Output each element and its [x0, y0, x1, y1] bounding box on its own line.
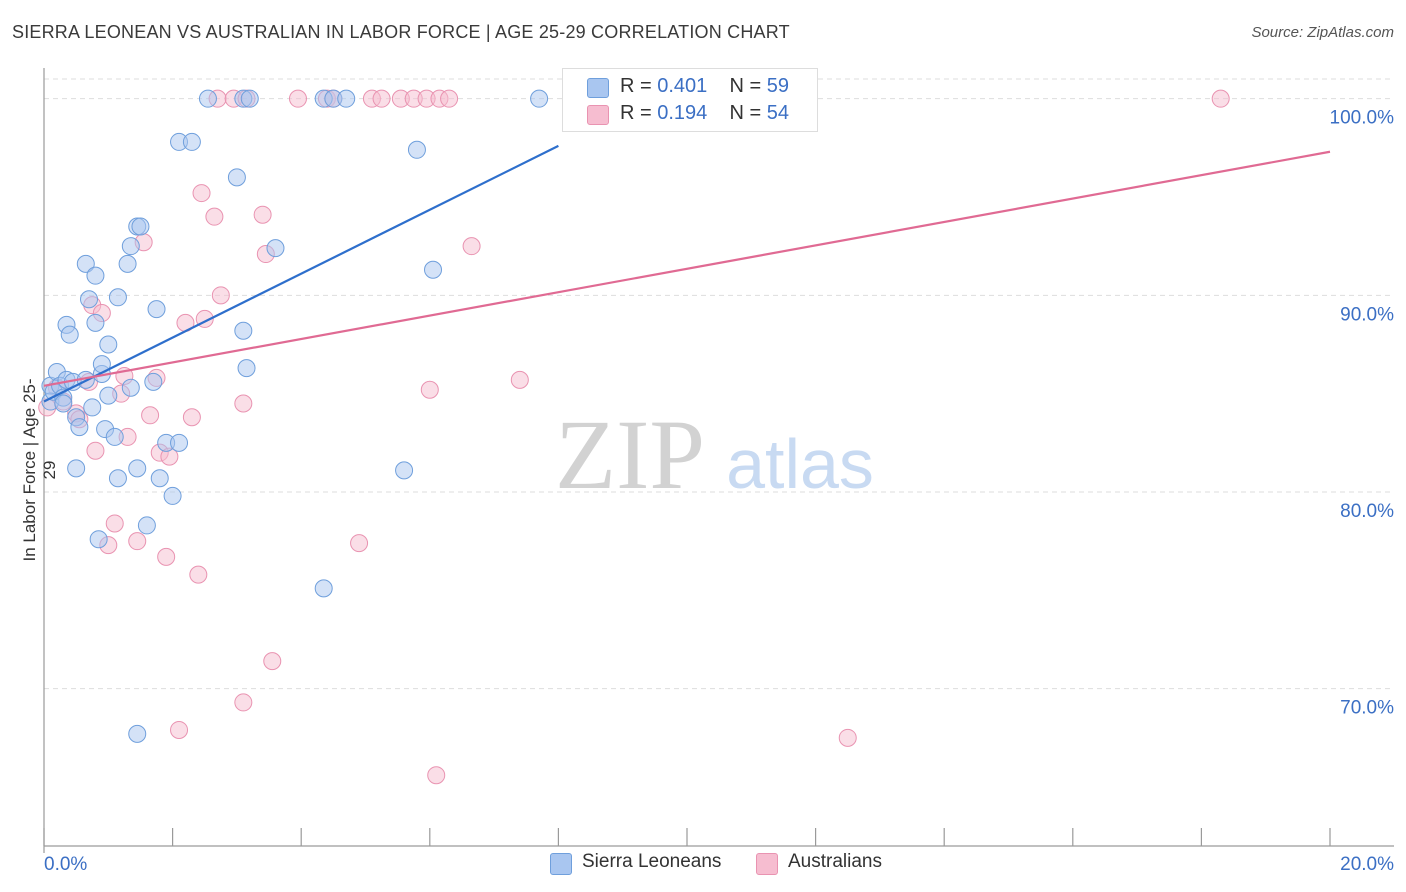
legend-swatch-pink: [587, 105, 609, 125]
sierra-leonean-point: [105, 427, 124, 446]
sierra-leonean-point: [144, 372, 163, 391]
sierra-leonean-point: [128, 724, 147, 743]
sierra-leonean-point: [337, 89, 356, 108]
australian-point: [141, 406, 160, 425]
sierra-leonean-point: [108, 288, 127, 307]
australian-point: [234, 693, 253, 712]
sierra-leonean-point: [80, 290, 99, 309]
axes-layer: [43, 68, 1394, 853]
australian-point: [420, 380, 439, 399]
sierra-leonean-point: [407, 140, 426, 159]
x-tick-label: 20.0%: [1340, 854, 1394, 875]
legend-label-australians: Australians: [788, 851, 882, 872]
sierra-leonean-point: [163, 486, 182, 505]
australian-point: [427, 766, 446, 785]
australian-point: [372, 89, 391, 108]
australian-point: [234, 394, 253, 413]
sierra-leonean-point: [234, 321, 253, 340]
legend-r-label: R =: [620, 102, 652, 124]
legend-n-value-blue: 59: [766, 75, 790, 97]
australian-point: [189, 565, 208, 584]
y-tick-label: 80.0%: [1340, 501, 1394, 522]
watermark: ZIP atlas: [555, 399, 874, 510]
australian-point: [1211, 89, 1230, 108]
australian-point: [182, 408, 201, 427]
legend-swatch-pink: [756, 853, 778, 875]
legend-n-value-pink: 54: [766, 102, 790, 124]
australian-point: [192, 184, 211, 203]
tick-labels: 70.0% 80.0% 90.0% 100.0% 0.0% 20.0%: [44, 108, 1394, 875]
australian-point: [462, 237, 481, 256]
sierra-leonean-point: [76, 254, 95, 273]
sierra-leonean-point: [54, 394, 73, 413]
sierra-leonean-point: [424, 260, 443, 279]
legend-swatch-blue: [587, 78, 609, 98]
sierra-leonean-point: [198, 89, 217, 108]
sierra-leonean-point: [86, 266, 105, 285]
watermark-zip: ZIP: [555, 399, 705, 510]
sierra-leonean-point: [240, 89, 259, 108]
australian-point: [128, 532, 147, 551]
y-tick-label: 90.0%: [1340, 304, 1394, 325]
sierra-leonean-point: [131, 217, 150, 236]
source-label: Source: ZipAtlas.com: [1251, 24, 1394, 41]
australian-point: [288, 89, 307, 108]
australian-point: [86, 441, 105, 460]
legend-r-value-pink: 0.194: [657, 102, 708, 124]
sierra-leonean-point: [314, 579, 333, 598]
australian-point: [170, 720, 189, 739]
sierra-leonean-point: [108, 469, 127, 488]
y-axis-title: In Labor Force | Age 25-29: [20, 378, 59, 562]
stats-legend: R = 0.401 N = 59 R = 0.194 N = 54: [562, 68, 818, 132]
sierra-leonean-point: [137, 516, 156, 535]
australian-point: [211, 286, 230, 305]
legend-n-label: N =: [729, 75, 762, 97]
x-tick-label: 0.0%: [44, 854, 87, 875]
australian-point: [510, 370, 529, 389]
legend-swatch-blue: [550, 853, 572, 875]
sierra-leonean-point: [121, 378, 140, 397]
watermark-atlas: atlas: [726, 425, 874, 503]
sierra-leonean-point: [150, 469, 169, 488]
sierra-leonean-point: [118, 254, 137, 273]
sierra-leonean-point: [266, 239, 285, 258]
sierra-leonean-point: [227, 168, 246, 187]
sierra-leonean-point: [170, 433, 189, 452]
legend-label-sierra-leoneans: Sierra Leoneans: [582, 851, 722, 872]
australian-point: [157, 547, 176, 566]
sierra-leonean-point: [121, 237, 140, 256]
australian-point: [263, 652, 282, 671]
sierra-leonean-point: [237, 359, 256, 378]
trend-lines: [43, 144, 1331, 403]
sierra-leonean-point: [99, 386, 118, 405]
sierra-leonean-point: [83, 398, 102, 417]
sierra-leonean-point: [128, 459, 147, 478]
sierra-leonean-point: [182, 132, 201, 151]
australian-trend-line: [43, 150, 1331, 387]
sierra-leonean-point: [89, 530, 108, 549]
australian-point: [253, 205, 272, 224]
sierra-leonean-point: [86, 313, 105, 332]
sierra-leonean-point: [530, 89, 549, 108]
sierra-leonean-point: [67, 459, 86, 478]
legend-r-value-blue: 0.401: [657, 75, 708, 97]
sierra-leonean-point: [70, 418, 89, 437]
sierra-leonean-point: [395, 461, 414, 480]
legend-n-label: N =: [729, 102, 762, 124]
australian-point: [440, 89, 459, 108]
grid-layer: [44, 78, 1394, 690]
y-tick-label: 100.0%: [1330, 108, 1395, 129]
y-tick-label: 70.0%: [1340, 698, 1394, 719]
sierra-leonean-point: [60, 325, 79, 344]
australian-point: [350, 534, 369, 553]
australian-point: [838, 728, 857, 747]
sierra-leonean-point: [147, 300, 166, 319]
legend-r-label: R =: [620, 75, 652, 97]
sierra-leonean-point: [99, 335, 118, 354]
australian-point: [105, 514, 124, 533]
chart-title: SIERRA LEONEAN VS AUSTRALIAN IN LABOR FO…: [12, 22, 790, 42]
australian-point: [205, 207, 224, 226]
sierra-leonean-trend-line: [43, 144, 559, 403]
